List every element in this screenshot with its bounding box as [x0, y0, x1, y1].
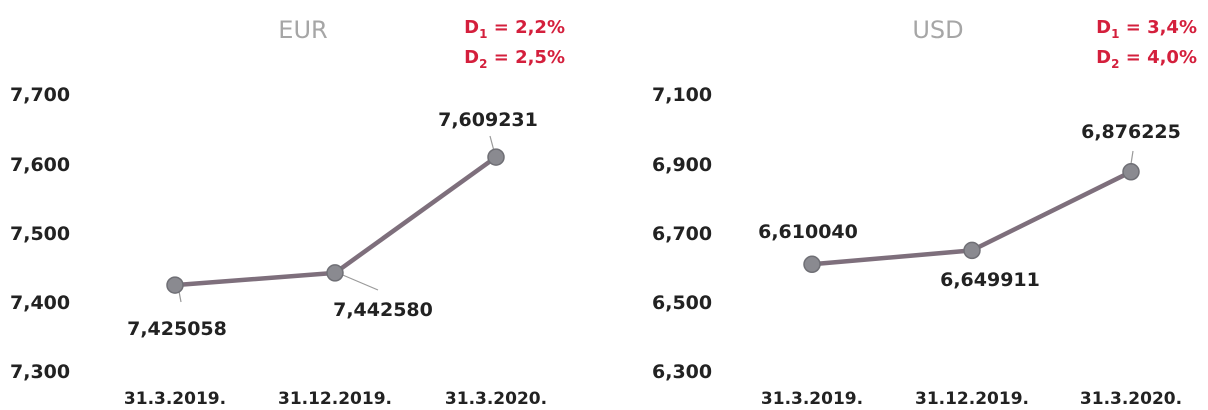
annotation-variable: D	[464, 47, 479, 68]
data-label-leader	[1130, 150, 1134, 165]
annotation-variable: D	[1096, 47, 1111, 68]
x-tick-label: 31.3.2020.	[1080, 389, 1182, 409]
annotation-subscript: 2	[1111, 57, 1119, 71]
data-point-marker	[963, 241, 981, 260]
series-markers	[803, 163, 1140, 274]
data-label-leader	[337, 272, 379, 291]
data-point-marker	[487, 148, 505, 166]
usd-chart-panel: USD D1 = 3,4% D2 = 4,0% 7,100 6,900 6,70…	[652, 16, 1197, 409]
data-label-leader	[489, 135, 495, 152]
annotation-subscript: 1	[1111, 27, 1119, 41]
y-tick-label: 6,300	[652, 361, 712, 383]
data-point-marker	[326, 264, 344, 282]
y-tick-label: 7,600	[10, 154, 70, 176]
data-label: 6,610040	[758, 221, 858, 243]
data-label: 7,442580	[333, 299, 433, 321]
annotation-text: = 4,0%	[1119, 47, 1197, 68]
x-tick-label: 31.3.2019.	[124, 389, 226, 409]
annotation-text: = 2,2%	[487, 17, 565, 38]
annotation-text: = 3,4%	[1119, 17, 1197, 38]
eur-chart-panel: EUR D1 = 2,2% D2 = 2,5% 7,700 7,600 7,50…	[10, 16, 565, 409]
data-label: 7,425058	[127, 318, 227, 340]
x-tick-label: 31.3.2019.	[761, 389, 863, 409]
data-point-marker	[1122, 163, 1140, 181]
chart-title: USD	[912, 16, 963, 44]
annotation-variable: D	[1096, 17, 1111, 38]
annotation-subscript: 2	[479, 57, 487, 71]
annotation-line: D2 = 4,0%	[1096, 47, 1197, 71]
data-label: 6,876225	[1081, 121, 1181, 143]
y-tick-label: 6,900	[652, 154, 712, 176]
annotation-variable: D	[464, 17, 479, 38]
data-label: 6,649911	[940, 269, 1040, 291]
data-point-marker	[166, 276, 184, 294]
y-tick-label: 7,400	[10, 292, 70, 314]
annotation-line: D1 = 3,4%	[1096, 17, 1197, 41]
annotation-subscript: 1	[479, 27, 487, 41]
y-tick-label: 6,500	[652, 292, 712, 314]
x-tick-label: 31.12.2019.	[915, 389, 1029, 409]
data-label: 7,609231	[438, 109, 538, 131]
annotation-line: D2 = 2,5%	[464, 47, 565, 71]
x-tick-label: 31.3.2020.	[445, 389, 547, 409]
x-tick-label: 31.12.2019.	[278, 389, 392, 409]
data-point-marker	[803, 255, 821, 274]
annotation-line: D1 = 2,2%	[464, 17, 565, 41]
y-tick-label: 6,700	[652, 223, 712, 245]
y-tick-label: 7,700	[10, 84, 70, 106]
chart-title: EUR	[278, 16, 327, 44]
series-markers	[166, 148, 505, 294]
y-tick-label: 7,500	[10, 223, 70, 245]
annotation-text: = 2,5%	[487, 47, 565, 68]
y-tick-label: 7,300	[10, 361, 70, 383]
y-tick-label: 7,100	[652, 84, 712, 106]
